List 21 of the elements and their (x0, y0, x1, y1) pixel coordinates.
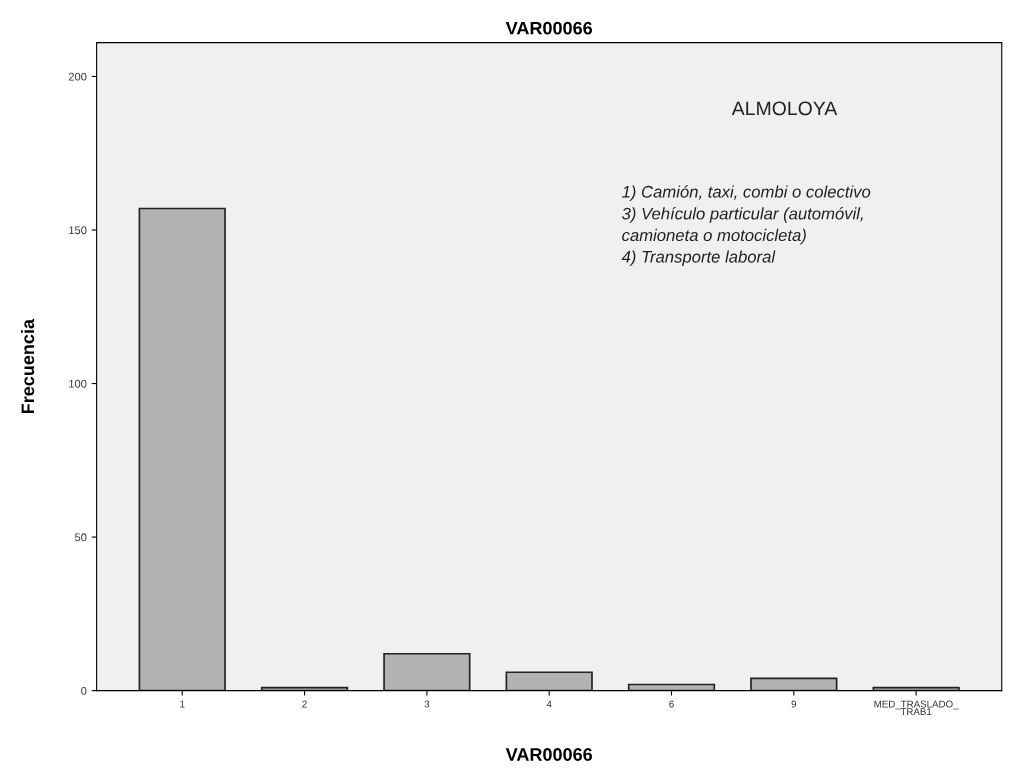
bar (138, 207, 226, 691)
annotation: ALMOLOYA (731, 101, 838, 116)
x-tick-label: 1 (180, 700, 185, 708)
bar (383, 652, 471, 691)
y-tick-label: 50 (74, 533, 87, 542)
y-axis-title: Frecuencia (20, 318, 35, 414)
x-tick-label: 6 (669, 700, 674, 708)
y-tick-label: 150 (69, 226, 87, 235)
chart-title: VAR00066 (505, 21, 593, 35)
annotation: 1) Camión, taxi, combi o colectivo 3) Vehículo particular (automóvil, camioneta o motocicleta) 4) Transporte laboral (621, 185, 871, 266)
bar (505, 671, 593, 691)
y-tick-label: 100 (69, 379, 87, 388)
bar (750, 677, 838, 691)
x-tick-label: 3 (424, 700, 430, 708)
x-tick-label: 9 (791, 700, 797, 708)
x-tick-label: 4 (546, 700, 552, 708)
y-tick-label: 200 (68, 72, 87, 81)
y-tick-label: 0 (81, 686, 87, 695)
x-axis-title: VAR00066 (505, 748, 593, 761)
x-tick-label: MED_TRASLADO_ TRAB1 (874, 700, 959, 716)
x-tick-label: 2 (302, 700, 307, 708)
